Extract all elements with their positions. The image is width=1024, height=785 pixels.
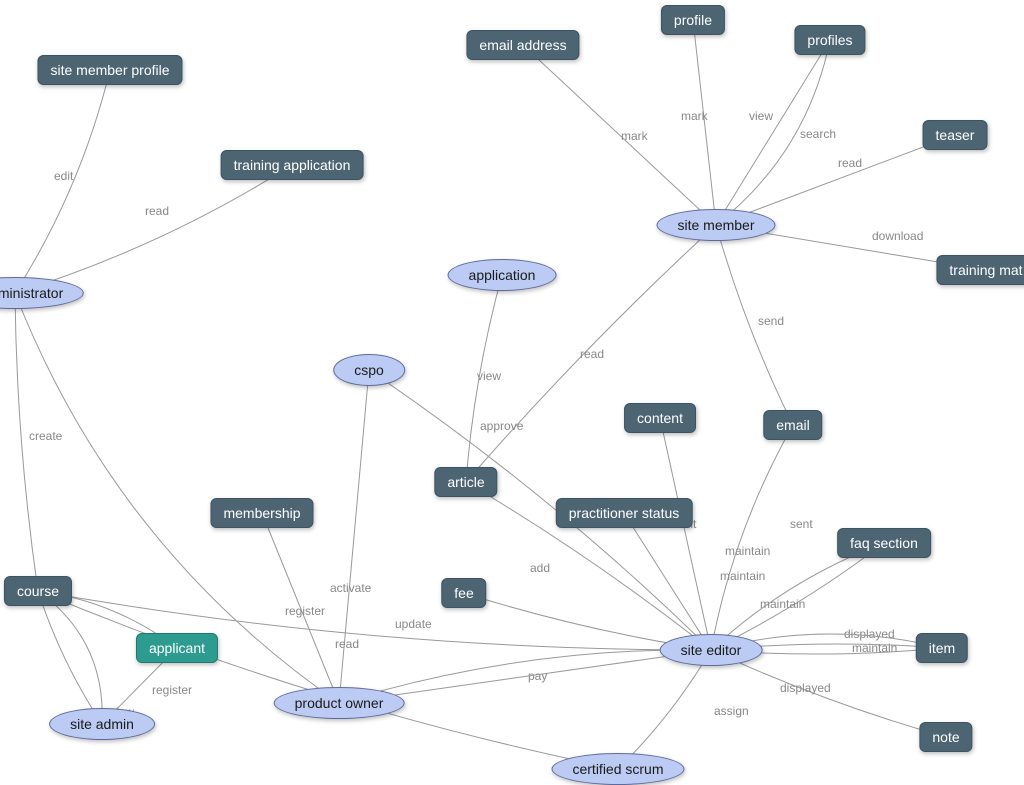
node-label: certified scrum [572, 761, 663, 777]
node-email[interactable]: email [763, 410, 822, 440]
edge-label: update [395, 617, 432, 631]
node-label: site admin [70, 716, 134, 732]
node-label: training application [234, 157, 351, 173]
node-label: course [17, 583, 59, 599]
edge [624, 513, 711, 650]
edge [15, 165, 292, 293]
edge [711, 425, 793, 650]
node-faq-section[interactable]: faq section [837, 528, 931, 558]
edge-label: displayed [780, 681, 831, 695]
edge-label: maintain [852, 641, 897, 655]
node-label: note [932, 729, 959, 745]
node-course[interactable]: course [4, 576, 72, 606]
node-membership[interactable]: membership [210, 498, 313, 528]
node-product-owner[interactable]: product owner [274, 687, 405, 719]
edge-label: create [29, 429, 63, 443]
node-label: membership [223, 505, 300, 521]
edge-label: activate [330, 581, 372, 595]
edge-label: maintain [725, 544, 770, 558]
node-label: training mat [949, 262, 1022, 278]
node-profile[interactable]: profile [661, 5, 725, 35]
node-label: site member [677, 217, 754, 233]
node-label: site editor [681, 642, 742, 658]
edge-label: assign [714, 704, 749, 718]
node-label: faq section [850, 535, 918, 551]
node-label: profile [674, 12, 712, 28]
node-content[interactable]: content [624, 403, 696, 433]
node-application[interactable]: application [448, 259, 557, 291]
node-certified-scrum[interactable]: certified scrum [551, 753, 684, 785]
edge-label: read [335, 637, 359, 651]
edge [523, 45, 716, 225]
edge-label: mark [681, 109, 709, 123]
node-note[interactable]: note [919, 722, 972, 752]
edge-label: read [145, 204, 169, 218]
node-email-address[interactable]: email address [466, 30, 579, 60]
edge [38, 591, 102, 724]
edge-label: maintain [760, 597, 805, 611]
edge-label: register [152, 683, 192, 697]
node-applicant[interactable]: applicant [136, 633, 218, 663]
node-teaser[interactable]: teaser [923, 120, 988, 150]
node-fee[interactable]: fee [441, 578, 486, 608]
node-label: application [469, 267, 536, 283]
edge-label: view [749, 109, 773, 123]
node-label: applicant [149, 640, 205, 656]
edge [38, 591, 102, 724]
node-label: teaser [936, 127, 975, 143]
node-article[interactable]: article [434, 467, 497, 497]
edge [339, 370, 369, 703]
node-label: article [447, 474, 484, 490]
node-training-application[interactable]: training application [221, 150, 364, 180]
edge-label: download [872, 229, 923, 243]
node-site-admin[interactable]: site admin [49, 708, 155, 740]
node-site-member[interactable]: site member [656, 209, 775, 241]
node-label: te administrator [0, 285, 63, 301]
node-label: email address [479, 37, 566, 53]
edge [618, 650, 711, 769]
node-profiles[interactable]: profiles [794, 25, 865, 55]
edge-label: maintain [720, 569, 765, 583]
node-label: site member profile [50, 62, 169, 78]
node-label: cspo [354, 362, 384, 378]
edge [660, 418, 711, 650]
edge-label: view [477, 369, 501, 383]
node-item[interactable]: item [916, 633, 968, 663]
node-site-editor[interactable]: site editor [660, 634, 763, 666]
node-label: product owner [295, 695, 384, 711]
node-label: content [637, 410, 683, 426]
edge-label: register [285, 604, 325, 618]
edge-label: search [800, 127, 836, 141]
node-practitioner-status[interactable]: practitioner status [556, 498, 693, 528]
node-training-mat[interactable]: training mat [936, 255, 1024, 285]
node-cspo[interactable]: cspo [333, 354, 405, 386]
edge-label: mark [621, 129, 649, 143]
node-label: email [776, 417, 809, 433]
edge-label: approve [480, 419, 524, 433]
edge-label: add [530, 561, 550, 575]
edge-label: sent [790, 517, 813, 531]
edge-label: read [838, 156, 862, 170]
edge-label: edit [54, 169, 74, 183]
node-label: practitioner status [569, 505, 680, 521]
node-label: profiles [807, 32, 852, 48]
node-label: fee [454, 585, 473, 601]
node-label: item [929, 640, 955, 656]
edge-label: send [758, 314, 784, 328]
node-site-member-profile[interactable]: site member profile [37, 55, 182, 85]
edge-label: read [580, 347, 604, 361]
